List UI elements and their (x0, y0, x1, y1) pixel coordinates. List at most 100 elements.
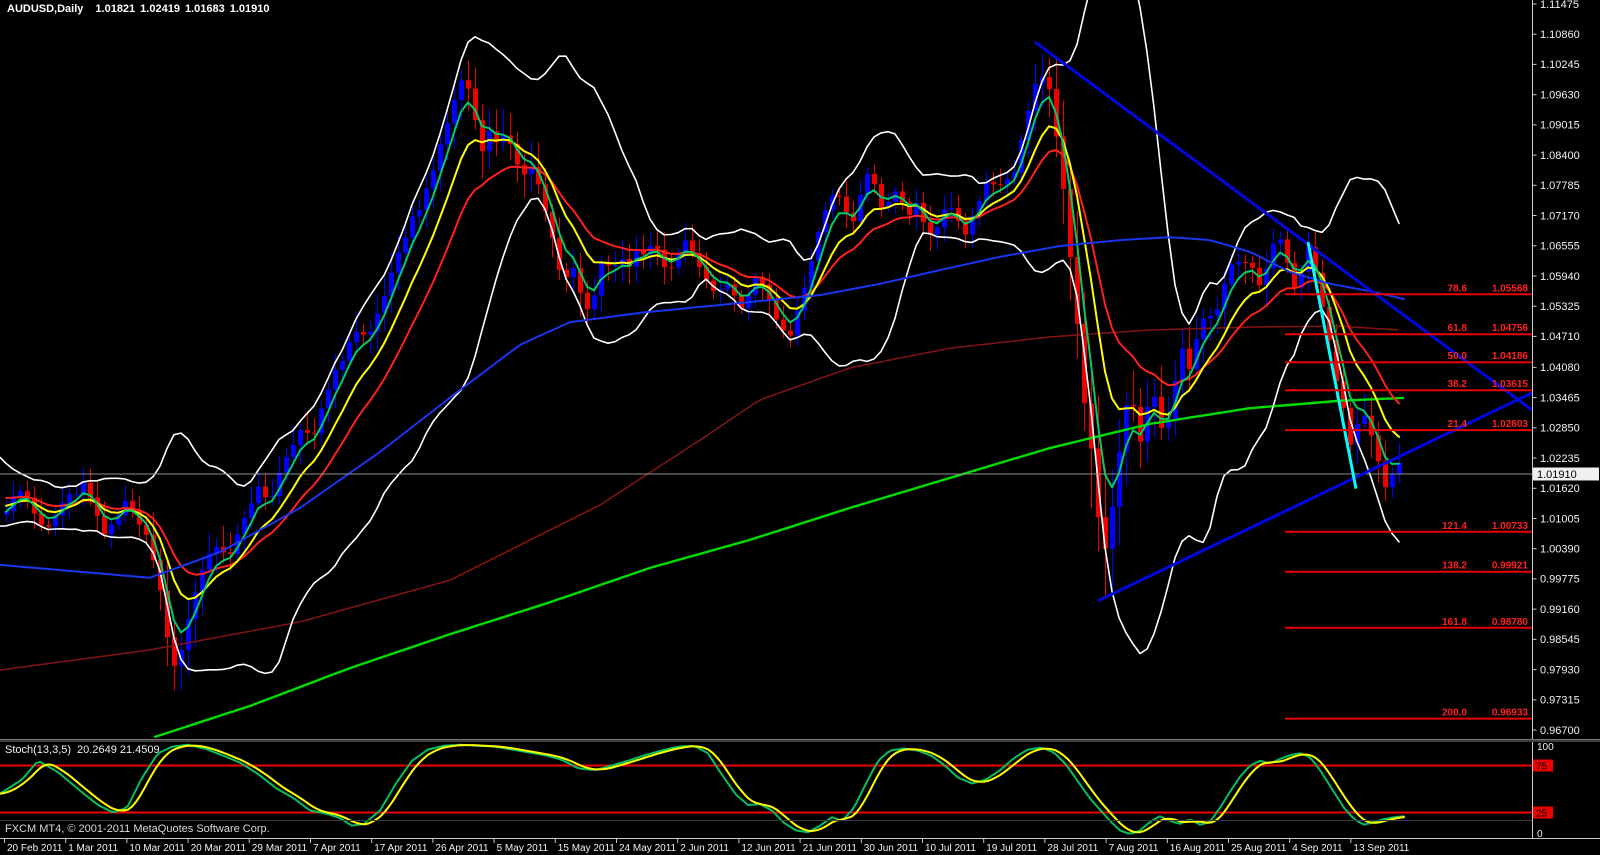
candle-body (389, 272, 394, 296)
candle-body (795, 310, 800, 336)
candle-body (1033, 84, 1038, 111)
price-tick-label: 1.10245 (1540, 59, 1580, 71)
candle-body (249, 503, 254, 518)
candle-body (886, 201, 891, 208)
time-tick-label: 7 Aug 2011 (1109, 843, 1159, 854)
candle-body (1390, 474, 1395, 488)
price-tick-label: 1.05940 (1540, 271, 1580, 283)
stoch-level-label: 25 (1536, 809, 1548, 820)
candle-body (879, 184, 884, 208)
candle-body (634, 249, 639, 267)
candle-body (1215, 309, 1220, 316)
candle-body (291, 444, 296, 457)
candle-body (655, 245, 660, 250)
ma-blue-line (0, 236, 1405, 579)
time-tick-label: 2 Jun 2011 (680, 843, 729, 854)
ma-fast-line (5, 96, 1400, 634)
candle-body (760, 277, 765, 285)
low-value: 1.01683 (184, 3, 225, 15)
candle-body (1278, 239, 1283, 244)
candle-body (1285, 239, 1290, 263)
trendline-descending[interactable] (1034, 40, 1532, 412)
time-tick-label: 1 Mar 2011 (68, 843, 118, 854)
candle-body (214, 546, 219, 554)
price-tick-label: 1.01005 (1540, 513, 1580, 525)
candle-body (1397, 462, 1402, 475)
candle-body (109, 524, 114, 535)
panel-separator[interactable] (0, 740, 1600, 742)
price-tick-label: 1.02235 (1540, 453, 1580, 465)
candle-body (347, 342, 352, 361)
stochastic-values: 20.2649 21.4509 (77, 744, 160, 756)
fib-pct-label: 200.0 (1442, 708, 1467, 719)
price-tick-label: 1.10860 (1540, 29, 1580, 41)
fib-price-label: 1.04186 (1492, 351, 1529, 362)
trendline-ascending[interactable] (1097, 391, 1532, 603)
candle-body (1250, 262, 1255, 268)
fib-pct-label: 21.4 (1448, 419, 1468, 430)
candle-body (564, 269, 569, 278)
candle-body (312, 432, 317, 434)
price-tick-label: 0.97315 (1540, 695, 1580, 707)
candle-body (669, 267, 674, 269)
candle-body (298, 430, 303, 445)
cyan-trendline[interactable] (1306, 241, 1358, 489)
candle-body (641, 249, 646, 255)
candle-body (354, 332, 359, 343)
ma-medium-line (5, 125, 1400, 601)
candle-body (977, 200, 982, 217)
candle-body (536, 167, 541, 185)
candle-body (1341, 381, 1346, 409)
fib-pct-label: 78.6 (1448, 283, 1468, 294)
candle-body (1355, 424, 1360, 445)
candle-body (473, 88, 478, 121)
main-plot-area[interactable]: 78.6 1.05568 61.8 1.04756 50.0 1.04186 38.2 1.0… (0, 0, 1532, 739)
time-tick-label: 17 Apr 2011 (374, 843, 428, 854)
candle-body (1194, 339, 1199, 369)
candle-body (18, 491, 23, 496)
stoch-scale-top: 100 (1537, 742, 1554, 753)
candle-body (949, 208, 954, 210)
time-tick-label: 29 Mar 2011 (252, 843, 308, 854)
candle-body (95, 497, 100, 516)
candle-body (74, 494, 79, 496)
candle-body (844, 196, 849, 213)
candle-body (431, 170, 436, 189)
candle-body (543, 184, 548, 212)
candle-body (683, 240, 688, 255)
price-tick-label: 0.99775 (1540, 574, 1580, 586)
stoch-scale-bottom: 0 (1537, 829, 1543, 840)
candle-body (333, 369, 338, 390)
price-tick-label: 1.04710 (1540, 331, 1580, 343)
candle-body (25, 491, 30, 498)
price-tick-label: 0.98545 (1540, 634, 1580, 646)
candle-body (375, 313, 380, 332)
candle-body (67, 494, 72, 504)
fib-price-label: 0.98780 (1492, 617, 1529, 628)
candle-body (970, 216, 975, 235)
fib-pct-label: 61.8 (1448, 323, 1468, 334)
candle-body (606, 263, 611, 266)
chart-title: AUDUSD,Daily 1.01821 1.02419 1.01683 1.01910 (7, 3, 274, 15)
price-tick-label: 1.01620 (1540, 483, 1580, 495)
candle-body (445, 123, 450, 145)
candle-body (809, 261, 814, 288)
candle-body (235, 534, 240, 555)
candle-body (865, 174, 870, 195)
candle-body (1131, 405, 1136, 407)
candle-body (1292, 262, 1297, 288)
candle-body (872, 174, 877, 185)
price-tick-label: 1.02850 (1540, 423, 1580, 435)
candle-body (1012, 172, 1017, 179)
panel-separator-top[interactable] (0, 739, 1600, 740)
candle-body (319, 408, 324, 434)
candle-body (424, 188, 429, 210)
price-tick-label: 1.06555 (1540, 241, 1580, 253)
candle-body (788, 330, 793, 336)
fib-pct-label: 121.4 (1442, 521, 1467, 532)
candle-body (914, 202, 919, 216)
candle-body (991, 181, 996, 185)
candle-body (676, 254, 681, 268)
